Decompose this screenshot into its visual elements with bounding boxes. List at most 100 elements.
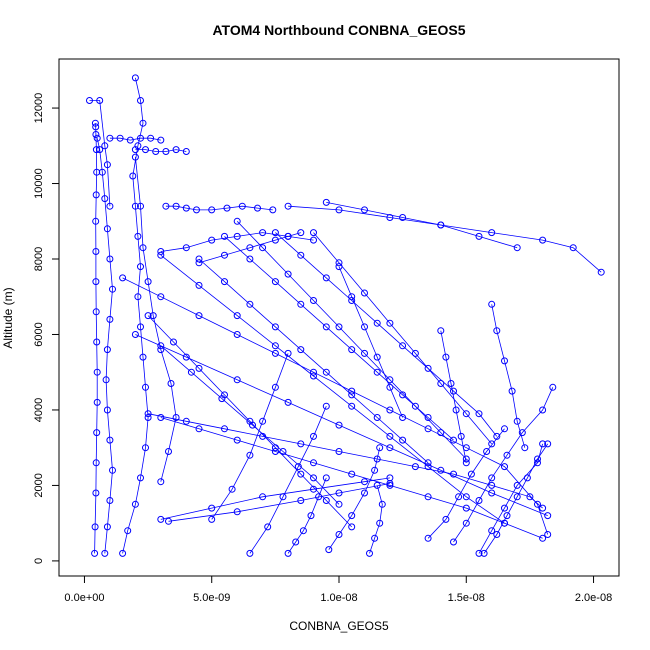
data-point [271,278,279,286]
y-tick-label: 8000 [33,247,45,271]
data-point [182,148,190,155]
data-point [437,221,445,229]
series-line [160,477,390,520]
data-point [208,206,216,214]
data-point [424,459,432,467]
data-point [284,549,292,557]
data-point [297,346,305,354]
data-point [483,448,491,455]
data-point [233,436,241,444]
data-point [137,323,144,331]
data-point [271,448,279,455]
data-point [348,391,356,399]
series-line [198,258,429,464]
data-point [271,349,279,357]
data-point [539,440,547,448]
data-point [142,146,149,154]
data-point [442,515,450,523]
data-point [322,402,330,410]
data-point [488,527,496,535]
data-point [233,331,241,338]
data-point [271,323,279,331]
data-point [386,481,394,489]
data-point [462,519,470,527]
data-point [259,244,267,252]
data-point [539,406,547,414]
series-line [94,123,98,554]
data-point [523,474,531,482]
data-point [513,417,521,425]
data-point [361,489,368,497]
data-point [386,444,394,452]
data-point [508,387,516,395]
data-point [93,429,101,437]
data-point [455,493,463,501]
series-line [453,387,554,543]
data-point [147,134,155,142]
data-point [182,204,190,212]
data-point [101,142,109,150]
series-line [122,277,549,535]
data-point [399,214,407,221]
data-point [297,440,305,448]
data-point [386,432,394,440]
data-point [137,474,144,482]
series-line [427,428,505,539]
data-point [544,440,552,448]
data-point [297,251,305,259]
data-point [103,225,111,233]
data-point [348,512,356,520]
data-point [501,463,508,471]
data-point [467,470,475,478]
data-point [116,134,124,142]
data-point [437,380,445,387]
data-point [480,549,488,557]
data-point [399,342,407,350]
x-tick-label: 2.0e-08 [575,592,612,604]
data-point [475,410,483,418]
data-point [131,500,139,508]
x-tick-label: 1.0e-08 [320,592,357,604]
data-point [386,319,394,327]
data-point [462,459,470,467]
data-point [126,136,134,144]
data-point [149,312,157,320]
data-point [93,338,101,346]
data-point [165,448,172,455]
data-point [450,538,457,546]
data-point [335,448,343,455]
data-point [462,410,470,418]
data-point [254,204,261,212]
data-point [450,470,457,478]
data-point [233,508,241,516]
data-point [488,489,496,497]
data-point [139,353,147,361]
data-point [284,202,292,210]
data-point [386,214,394,221]
data-point [488,300,496,308]
data-point [157,515,165,523]
y-axis-label: Altitude (m) [1,287,15,348]
series-line [198,232,301,264]
data-point [131,153,139,161]
data-point [269,206,277,214]
series-line [211,353,289,520]
data-point [167,380,175,387]
data-point [92,308,100,316]
data-point [142,383,149,391]
series-line [338,266,403,418]
data-point [106,202,114,210]
data-point [310,236,317,244]
data-point [119,549,127,557]
data-point [271,236,279,244]
data-point [139,244,147,252]
data-point [503,512,511,520]
data-point [539,504,547,512]
data-point [92,278,100,286]
data-point [96,146,104,154]
data-point [103,346,111,354]
data-point [259,417,267,425]
data-point [376,444,384,452]
data-point [221,232,228,240]
